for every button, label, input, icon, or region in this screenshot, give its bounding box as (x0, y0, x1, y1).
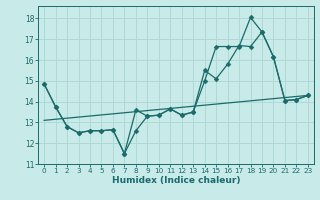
X-axis label: Humidex (Indice chaleur): Humidex (Indice chaleur) (112, 176, 240, 185)
